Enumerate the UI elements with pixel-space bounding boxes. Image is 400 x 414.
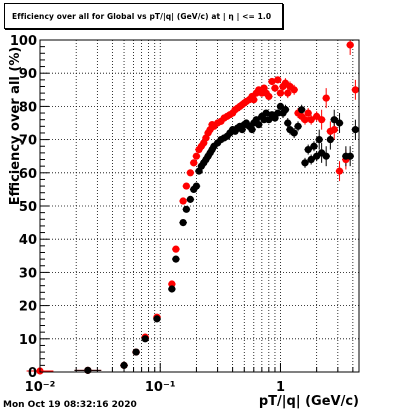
data-point-black: [141, 335, 149, 343]
grid-lines: [40, 40, 359, 372]
data-point-black: [153, 315, 161, 323]
data-point-black: [248, 126, 256, 134]
data-point-red: [351, 86, 359, 94]
data-point-black: [274, 109, 282, 117]
data-point-red: [268, 77, 276, 86]
data-point-black: [182, 205, 190, 213]
y-tick-label: 50: [19, 200, 37, 215]
y-tick-label: 0: [28, 366, 37, 381]
data-point-black: [255, 121, 263, 129]
data-point-black: [132, 348, 140, 356]
y-tick-label: 20: [19, 300, 37, 315]
data-point-black: [315, 136, 323, 144]
axes: 0 10 20 30 40 50 60 70 80 90 100 10⁻² 10⁻¹ 1: [10, 34, 360, 395]
x-axis-label: pT/|q| (GeV/c): [259, 394, 359, 409]
data-point-black: [351, 126, 359, 134]
x-tick-label: 1: [276, 380, 285, 395]
data-point-red: [307, 116, 315, 124]
data-point-red: [301, 116, 309, 124]
data-point-black: [330, 116, 338, 124]
data-point-black: [298, 106, 306, 114]
data-points: [36, 41, 359, 375]
data-point-black: [262, 109, 270, 117]
data-point-red: [335, 167, 344, 175]
data-point-black: [192, 182, 201, 190]
data-point-red: [182, 182, 190, 190]
data-point-black: [284, 119, 292, 127]
data-point-red: [168, 280, 176, 288]
data-point-red: [192, 152, 201, 160]
data-point-black: [310, 142, 318, 150]
y-tick-label: 80: [19, 100, 37, 115]
y-axis-label: Efficiency over all (%): [8, 47, 23, 206]
x-tick-label: 10⁻¹: [145, 380, 176, 395]
data-point-red: [346, 41, 354, 49]
data-point-red: [284, 89, 292, 97]
timestamp: Mon Oct 19 08:32:16 2020: [3, 400, 137, 410]
data-point-black: [304, 145, 312, 154]
data-point-red: [190, 159, 198, 167]
data-point-black: [281, 106, 290, 114]
data-point-black: [322, 152, 330, 160]
y-tick-label: 10: [19, 333, 37, 348]
data-point-black: [84, 366, 92, 374]
y-tick-label: 60: [19, 167, 37, 182]
data-point-red: [172, 245, 180, 253]
data-point-black: [346, 152, 354, 160]
data-point-red: [265, 92, 273, 101]
data-point-black: [172, 255, 180, 263]
data-point-red: [274, 76, 282, 84]
chart-title: Efficiency over all for Global vs pT/|q|…: [12, 12, 272, 21]
data-point-red: [250, 96, 258, 104]
x-tick-label: 10⁻²: [25, 380, 56, 395]
data-point-red: [322, 94, 330, 102]
data-point-red: [186, 169, 194, 177]
y-tick-label: 90: [19, 67, 37, 82]
data-point-black: [179, 219, 187, 227]
data-point-black: [186, 195, 194, 203]
data-point-black: [294, 122, 302, 130]
data-point-red: [276, 89, 285, 97]
data-point-red: [271, 84, 279, 92]
data-point-red: [318, 116, 326, 124]
data-point-red: [179, 197, 187, 205]
y-tick-label: 30: [19, 266, 37, 281]
y-tick-label: 70: [19, 134, 37, 149]
data-point-black: [168, 285, 176, 293]
y-tick-label: 100: [10, 34, 37, 49]
data-point-black: [120, 361, 128, 369]
data-point-black: [335, 119, 344, 127]
data-point-red: [304, 109, 312, 117]
data-point-red: [330, 126, 338, 134]
title-box: Efficiency over all for Global vs pT/|q|…: [4, 3, 283, 29]
data-point-red: [290, 86, 298, 94]
y-tick-label: 40: [19, 233, 37, 248]
data-point-black: [307, 155, 315, 164]
data-point-black: [301, 159, 309, 167]
data-point-black: [290, 129, 298, 137]
data-point-black: [326, 136, 334, 144]
